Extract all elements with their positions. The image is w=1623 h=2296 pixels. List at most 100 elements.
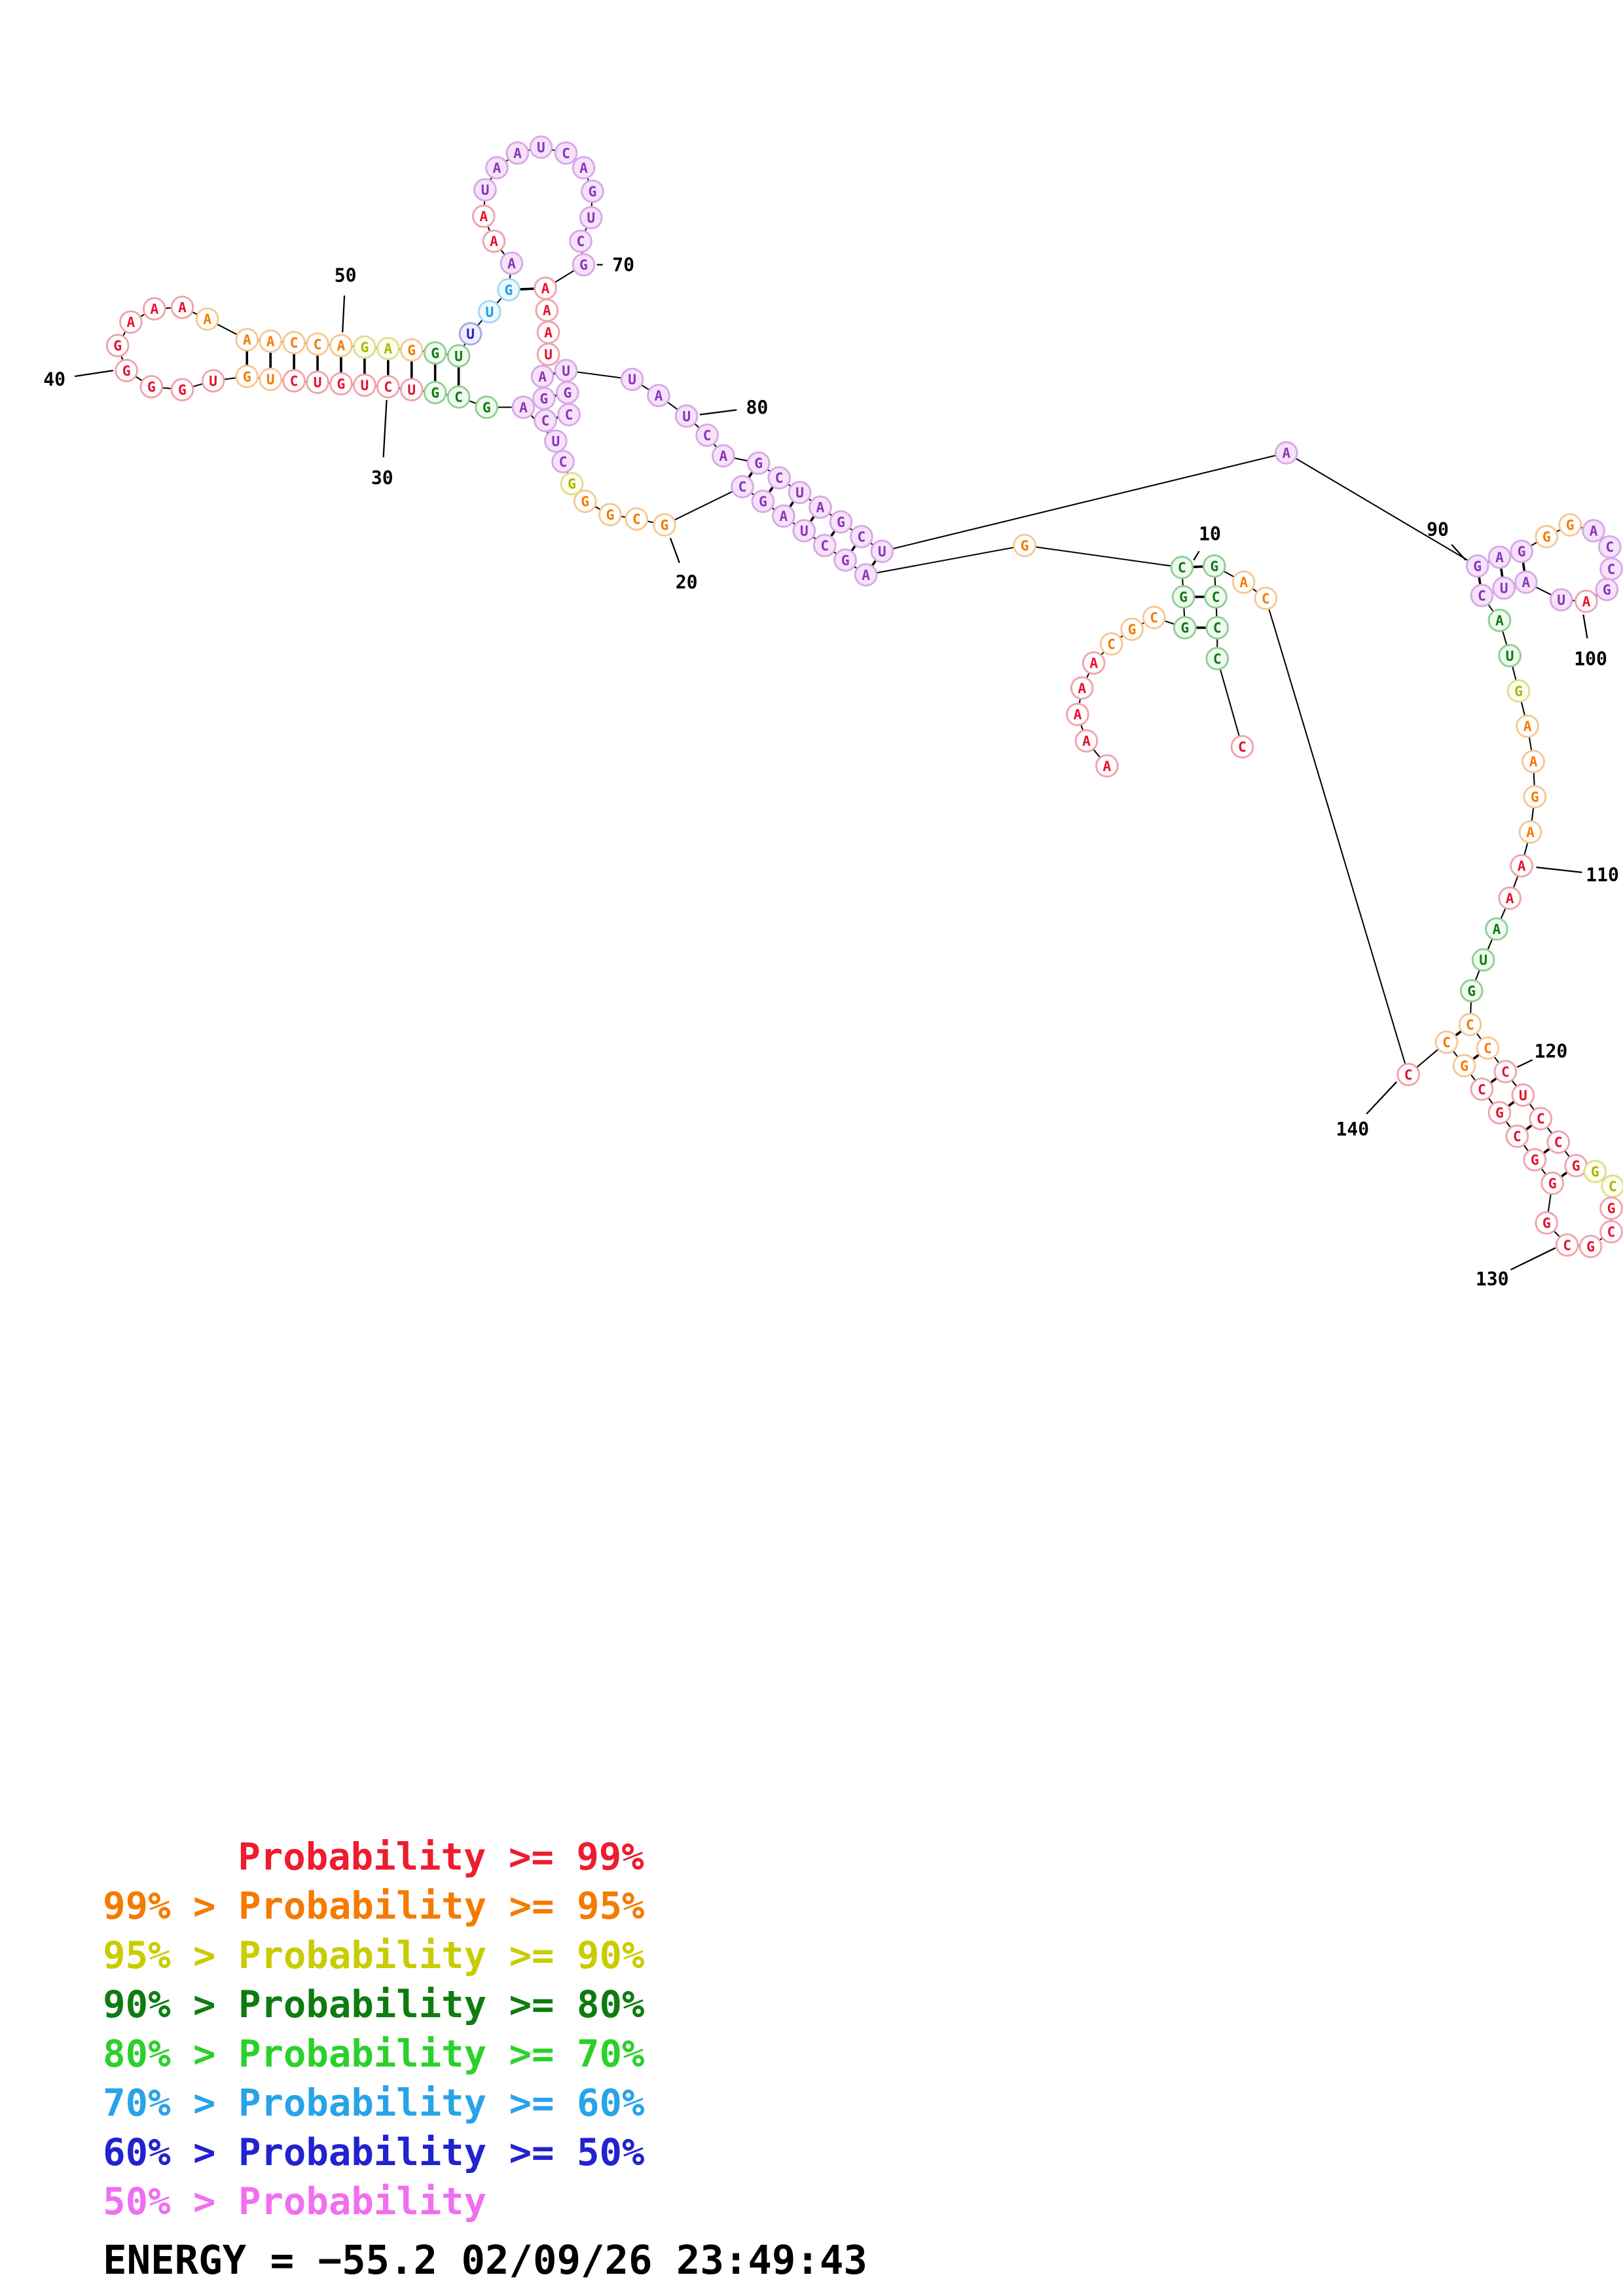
nucleotide-circle [329,334,353,357]
nucleotide-letter: A [1523,719,1532,735]
nucleotide-letter: U [878,544,886,560]
nucleotide-letter: U [481,183,490,199]
nucleotide-circle [1510,854,1533,878]
nucleotide-circle [142,296,166,321]
nucleotide-circle [1487,609,1512,632]
position-label: 30 [371,467,393,489]
nucleotide-circle [1506,679,1531,703]
nucleotide-circle [282,331,306,355]
nucleotide-circle [1485,917,1508,941]
nucleotide-letter: G [1514,683,1523,700]
backbone-link [882,452,1287,552]
nucleotide-circle [1230,735,1254,759]
nucleotide-letter: G [1542,529,1551,546]
nucleotide-circle [511,395,536,420]
nucleotide-letter: C [577,234,585,250]
nucleotide-circle [572,253,596,277]
nucleotide-letter: G [606,507,614,524]
nucleotide-circle [1459,978,1484,1003]
position-label-tick [1582,614,1588,639]
position-label-tick [1366,1081,1398,1115]
nucleotide-circle [399,378,424,402]
nucleotide-circle [423,341,447,365]
nucleotide-letter: G [1210,558,1218,575]
nucleotide-letter: G [1128,622,1137,638]
nucleotide-letter: A [1495,550,1504,566]
nucleotide-circle [1095,754,1119,778]
nucleotide-letter: C [1442,1035,1451,1051]
nucleotide-letter: G [147,379,156,395]
backbone-link [1216,658,1243,747]
nucleotide-letter: A [544,325,553,341]
nucleotide-circle [1173,616,1197,639]
legend-line: 60% > Probability >= 50% [103,2130,645,2174]
nucleotide-circle [1523,1148,1547,1172]
nucleotide-letter: C [820,538,829,554]
nucleotide-letter: C [290,373,299,389]
nucleotide-circle [1120,617,1144,641]
nucleotide-circle [1487,545,1512,569]
nucleotide-letter: A [1529,754,1538,770]
nucleotide-circle [1555,1233,1579,1257]
nucleotide-letter: A [203,312,211,328]
nucleotide-circle [536,342,560,367]
nucleotide-circle [1549,588,1573,612]
nucleotide-circle [625,507,649,531]
nucleotide-circle [1274,441,1298,465]
position-label-tick [382,399,388,457]
nucleotide-letter: A [1239,575,1248,591]
base-pair-bonds [246,287,1577,1185]
nucleotide-letter: C [1213,651,1222,668]
legend-line: 80% > Probability >= 70% [103,2032,645,2075]
nucleotide-circle [572,156,596,180]
nucleotide-letter: C [1404,1067,1413,1083]
nucleotide-letter: G [759,494,767,511]
nucleotide-circle [1522,749,1545,774]
nucleotide-circle [569,229,593,253]
nucleotide-letter: U [587,210,595,226]
nucleotide-circle [1070,676,1094,700]
nucleotide-letter: A [1590,524,1598,540]
position-label: 120 [1535,1041,1568,1062]
nucleotide-letter: C [632,512,641,528]
nucleotide-letter: C [565,407,574,423]
nucleotide-letter: U [1519,1088,1527,1104]
nucleotide-circle [1583,1160,1607,1183]
nucleotide-circle [1465,554,1489,578]
nucleotide-circle [1523,785,1547,809]
nucleotide-letter: G [1518,544,1526,560]
nucleotide-letter: C [739,479,747,495]
nucleotide-circle [849,525,873,548]
nucleotide-circle [573,490,597,513]
nucleotide-letter: A [490,234,498,250]
nucleotide-circle [306,332,329,356]
nucleotide-letter: G [1473,558,1482,575]
nucleotide-letter: A [1526,825,1535,841]
nucleotide-letter: G [360,340,369,356]
nucleotide-circle [829,510,853,534]
nucleotide-circle [554,359,578,382]
nucleotide-circle [139,374,164,399]
position-label: 50 [335,264,357,286]
nucleotide-circle [353,373,376,397]
position-label: 110 [1586,864,1619,886]
energy-readout: ENERGY = −55.2 02/09/26 23:49:43 [103,2238,867,2284]
position-label-tick [1510,1247,1556,1271]
nucleotide-letter: A [1078,681,1086,697]
nucleotide-letter: G [243,369,251,386]
nucleotide-circle [105,334,130,357]
nucleotide-letter: U [360,378,369,394]
nucleotide-letter: A [479,209,488,225]
nucleotide-letter: C [1150,610,1158,626]
nucleotide-letter: A [1103,759,1111,775]
nucleotide-circle [1170,556,1194,579]
nucleotide-circle [731,475,754,499]
nucleotide-letter: C [1238,740,1247,756]
nucleotide-circle [1510,539,1533,564]
nucleotide-letter: U [314,375,322,391]
nucleotide-circle [1458,1013,1482,1037]
nucleotide-letter: A [816,500,825,516]
nucleotide-letter: G [1607,1201,1616,1217]
position-label-tick [1516,1059,1533,1068]
nucleotide-letter: A [513,145,522,162]
